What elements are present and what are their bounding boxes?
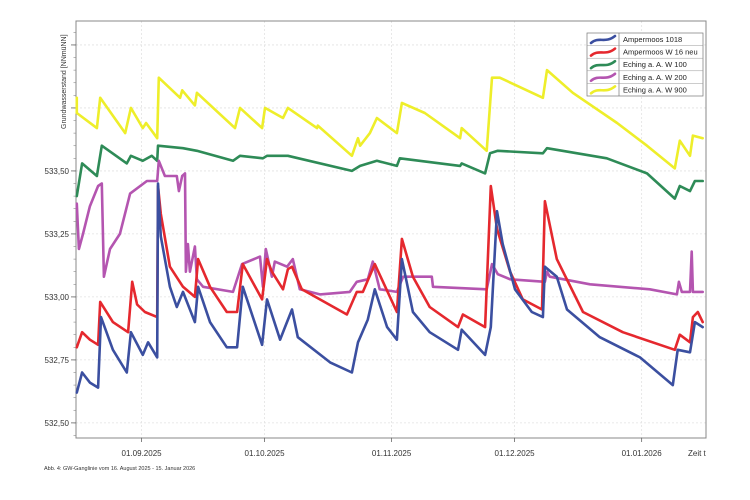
series-line-eching-a-a-w-200	[75, 159, 705, 296]
series-line-eching-a-a-w-100	[75, 144, 705, 200]
y-tick-label: 532,75	[45, 356, 70, 365]
y-tick-label: 533,50	[45, 167, 70, 176]
y-tick-label: 533,25	[45, 230, 70, 239]
legend-label: Eching a. A. W 200	[623, 73, 687, 82]
x-axis-label: Zeit t	[688, 449, 707, 458]
plot-frame	[75, 20, 707, 439]
x-tick-label: 01.09.2025	[122, 449, 163, 458]
x-tick-label: 01.01.2026	[622, 449, 663, 458]
legend-label: Ampermoos 1018	[623, 35, 682, 44]
legend-swatch-icon	[589, 59, 617, 70]
y-tick-label: 532,50	[45, 419, 70, 428]
x-tick-label: 01.11.2025	[372, 449, 412, 458]
legend-label: Ampermoos W 16 neu	[623, 48, 698, 57]
legend-swatch-icon	[589, 34, 617, 45]
caption: Abb. 4: GW-Ganglinie vom 16. August 2025…	[44, 466, 195, 472]
legend-label: Eching a. A. W 900	[623, 85, 687, 94]
y-tick-label: 533,00	[45, 293, 70, 302]
series-line-ampermoos-1018	[75, 182, 705, 394]
legend-swatch-icon	[589, 85, 617, 95]
y-axis-ticks: 532,50 532,75 533,00 533,25 533,50	[45, 44, 76, 428]
series-lines	[75, 68, 705, 394]
x-axis-ticks: 01.09.2025 01.10.2025 01.11.2025 01.12.2025…	[122, 438, 663, 458]
legend-swatch-icon	[589, 47, 617, 57]
series-line-ampermoos-w-16-neu	[75, 184, 705, 352]
legend-swatch-icon	[589, 72, 617, 83]
x-tick-label: 01.12.2025	[495, 449, 536, 458]
y-axis-label: Grundwasserstand [NNmüNN]	[61, 34, 68, 129]
legend: Ampermoos 1018 Ampermoos W 16 neu Eching a…	[586, 32, 704, 97]
series-line-eching-a-a-w-900	[75, 68, 705, 170]
legend-label: Eching a. A. W 100	[623, 60, 687, 69]
x-tick-label: 01.10.2025	[245, 449, 286, 458]
